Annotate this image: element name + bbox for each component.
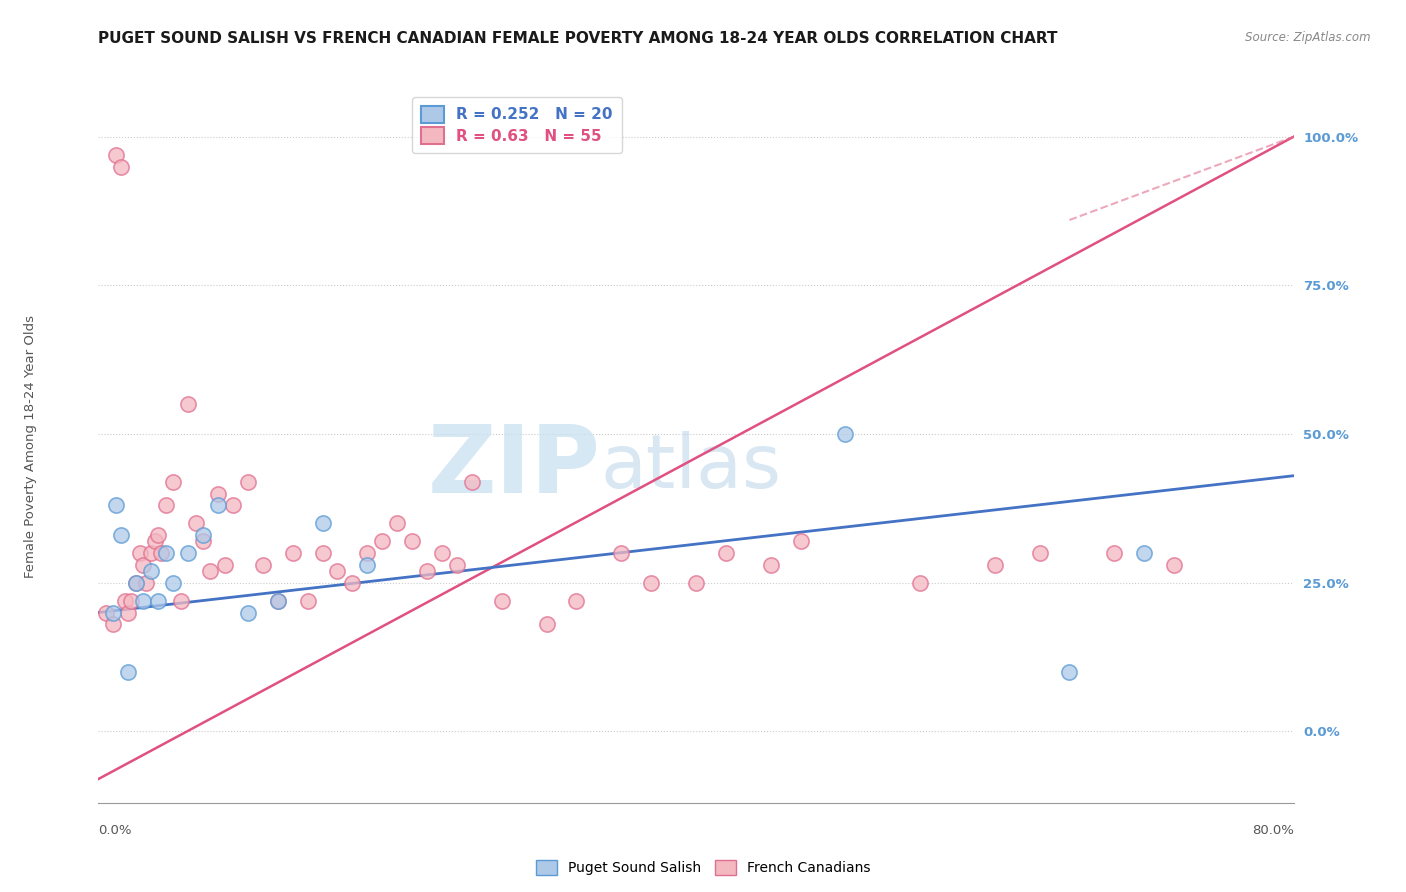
Point bbox=[117, 606, 139, 620]
Point bbox=[281, 546, 304, 560]
Point bbox=[461, 475, 484, 489]
Point bbox=[1102, 546, 1125, 560]
Point bbox=[120, 593, 142, 607]
Point bbox=[125, 575, 148, 590]
Point bbox=[139, 546, 162, 560]
Point bbox=[148, 593, 170, 607]
Point bbox=[491, 593, 513, 607]
Point bbox=[162, 575, 184, 590]
Point bbox=[103, 617, 125, 632]
Point bbox=[311, 546, 333, 560]
Point bbox=[150, 546, 173, 560]
Text: Source: ZipAtlas.com: Source: ZipAtlas.com bbox=[1246, 31, 1371, 45]
Point bbox=[162, 475, 184, 489]
Point bbox=[169, 593, 191, 607]
Point bbox=[125, 575, 148, 590]
Point bbox=[789, 534, 811, 549]
Point bbox=[132, 558, 155, 572]
Point bbox=[640, 575, 662, 590]
Point bbox=[1028, 546, 1050, 560]
Point bbox=[297, 593, 319, 607]
Text: Female Poverty Among 18-24 Year Olds: Female Poverty Among 18-24 Year Olds bbox=[24, 315, 38, 577]
Point bbox=[132, 593, 155, 607]
Point bbox=[222, 499, 245, 513]
Point bbox=[207, 486, 229, 500]
Point bbox=[236, 606, 259, 620]
Point bbox=[565, 593, 588, 607]
Point bbox=[1133, 546, 1156, 560]
Point bbox=[610, 546, 633, 560]
Point bbox=[105, 499, 128, 513]
Point bbox=[326, 564, 349, 578]
Point bbox=[117, 665, 139, 679]
Text: 0.0%: 0.0% bbox=[98, 824, 132, 837]
Point bbox=[984, 558, 1007, 572]
Point bbox=[114, 593, 136, 607]
Point bbox=[356, 546, 378, 560]
Point bbox=[155, 546, 177, 560]
Point bbox=[139, 564, 162, 578]
Point bbox=[401, 534, 423, 549]
Point bbox=[105, 147, 128, 161]
Point bbox=[200, 564, 222, 578]
Point bbox=[430, 546, 453, 560]
Point bbox=[177, 546, 200, 560]
Point bbox=[267, 593, 290, 607]
Point bbox=[536, 617, 558, 632]
Legend: R = 0.252   N = 20, R = 0.63   N = 55: R = 0.252 N = 20, R = 0.63 N = 55 bbox=[412, 97, 621, 153]
Point bbox=[143, 534, 166, 549]
Point bbox=[184, 516, 207, 531]
Point bbox=[714, 546, 737, 560]
Point bbox=[446, 558, 468, 572]
Point bbox=[685, 575, 707, 590]
Point bbox=[385, 516, 409, 531]
Point bbox=[342, 575, 364, 590]
Legend: Puget Sound Salish, French Canadians: Puget Sound Salish, French Canadians bbox=[530, 855, 876, 880]
Text: PUGET SOUND SALISH VS FRENCH CANADIAN FEMALE POVERTY AMONG 18-24 YEAR OLDS CORRE: PUGET SOUND SALISH VS FRENCH CANADIAN FE… bbox=[98, 31, 1057, 46]
Point bbox=[129, 546, 152, 560]
Point bbox=[356, 558, 378, 572]
Point bbox=[94, 606, 117, 620]
Point bbox=[207, 499, 229, 513]
Point bbox=[416, 564, 439, 578]
Point bbox=[135, 575, 157, 590]
Point bbox=[236, 475, 259, 489]
Point bbox=[1059, 665, 1081, 679]
Point bbox=[834, 427, 856, 442]
Text: ZIP: ZIP bbox=[427, 421, 600, 514]
Point bbox=[371, 534, 394, 549]
Point bbox=[191, 528, 214, 542]
Point bbox=[191, 534, 214, 549]
Point bbox=[759, 558, 782, 572]
Point bbox=[214, 558, 236, 572]
Point bbox=[267, 593, 290, 607]
Point bbox=[155, 499, 177, 513]
Point bbox=[103, 606, 125, 620]
Text: atlas: atlas bbox=[600, 431, 782, 504]
Point bbox=[110, 528, 132, 542]
Point bbox=[908, 575, 931, 590]
Point bbox=[311, 516, 333, 531]
Text: 80.0%: 80.0% bbox=[1251, 824, 1294, 837]
Point bbox=[148, 528, 170, 542]
Point bbox=[252, 558, 274, 572]
Point bbox=[1163, 558, 1185, 572]
Point bbox=[110, 160, 132, 174]
Point bbox=[177, 397, 200, 411]
